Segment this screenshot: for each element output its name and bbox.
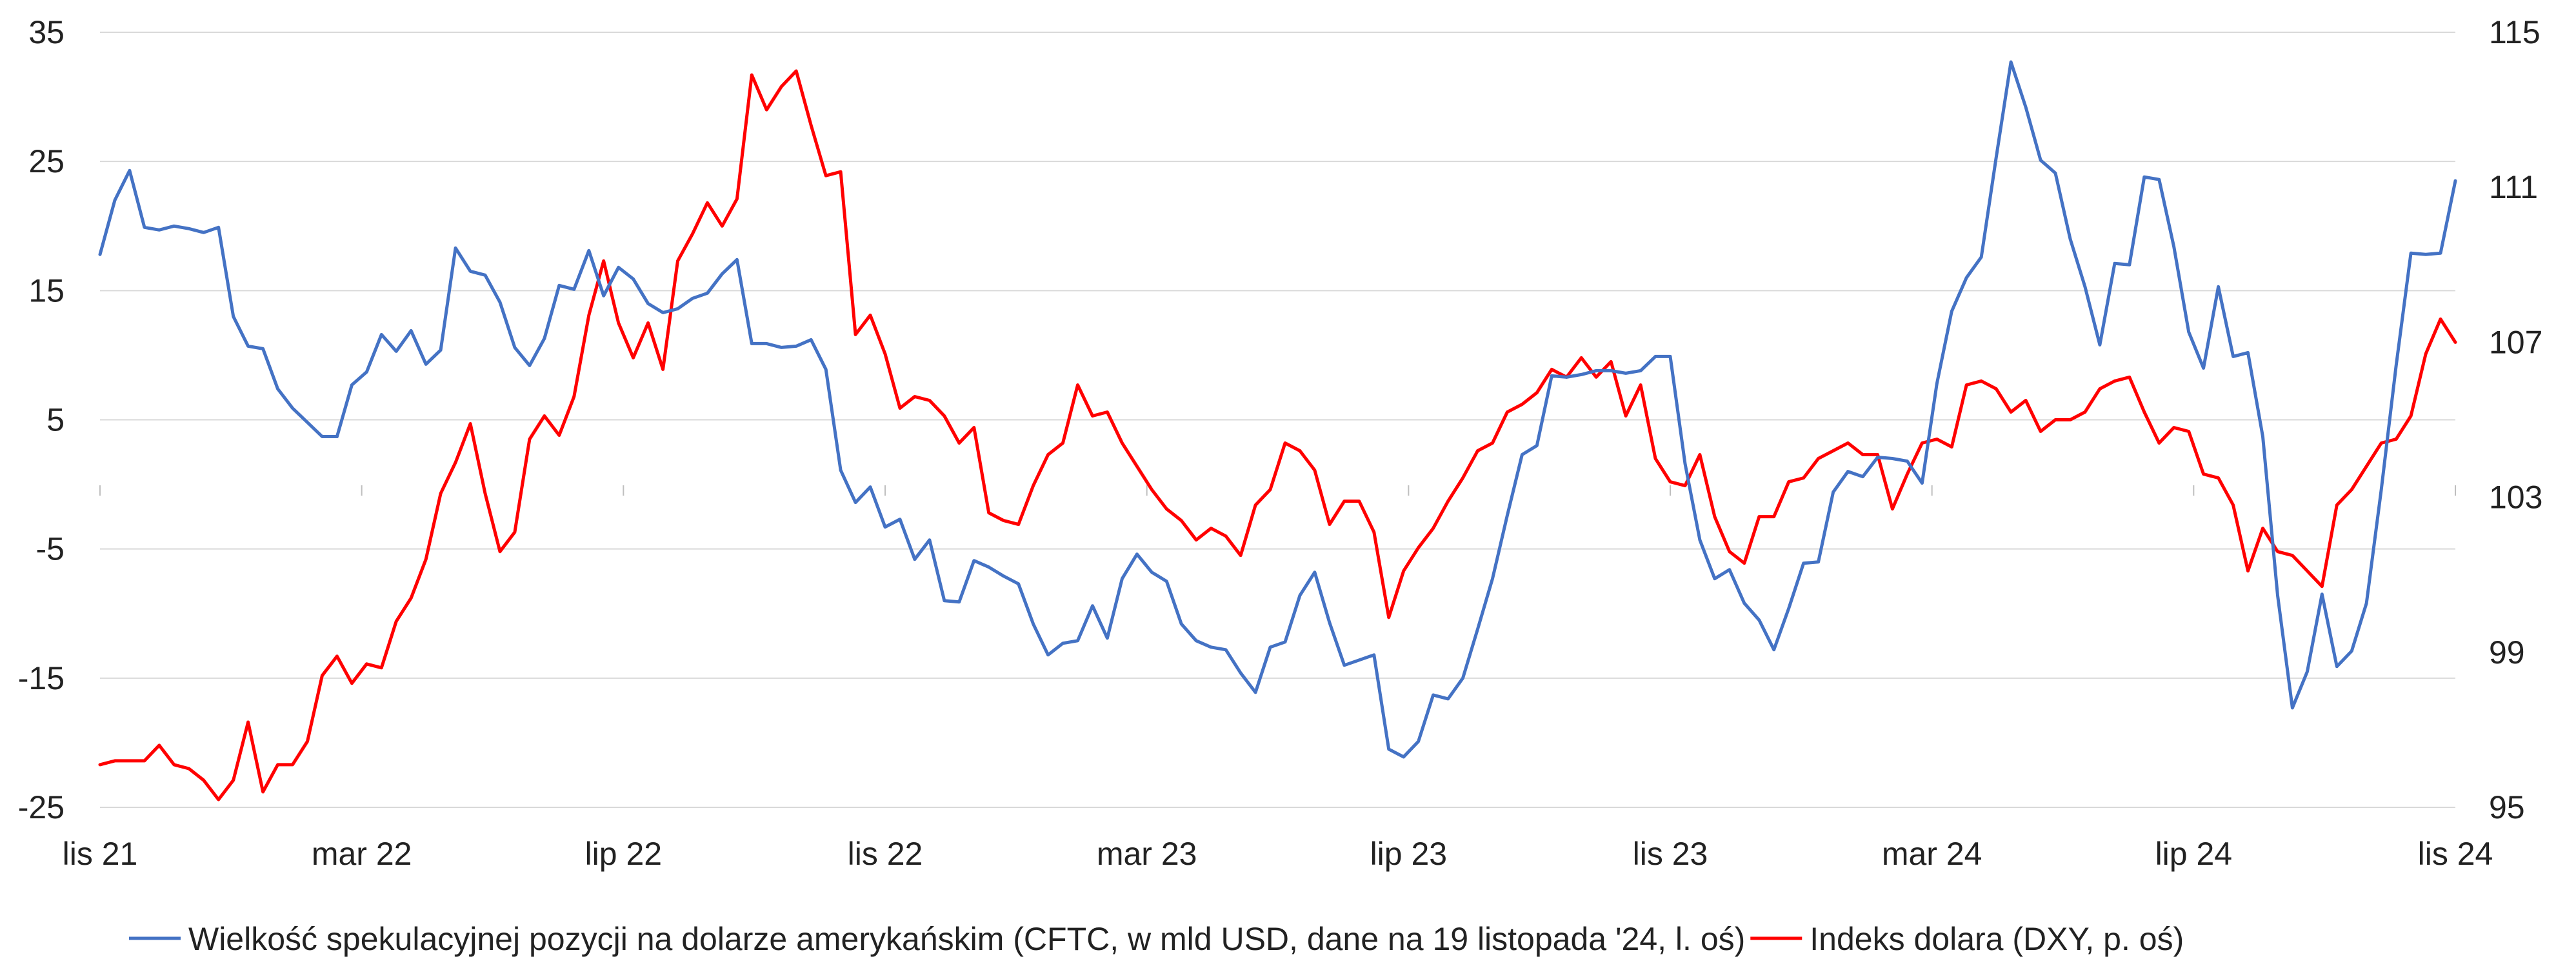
y-right-tick-label: 95	[2489, 789, 2525, 825]
x-tick-label: lip 23	[1370, 836, 1448, 872]
y-left-tick-label: -5	[36, 531, 65, 567]
x-tick-label: lis 22	[848, 836, 923, 872]
y-left-tick-label: 5	[46, 402, 65, 438]
y-left-tick-label: 35	[28, 14, 65, 50]
legend: Wielkość spekulacyjnej pozycji na dolarz…	[129, 921, 2184, 957]
x-tick-label: lip 24	[2155, 836, 2233, 872]
y-left-tick-label: -25	[18, 789, 65, 825]
y-right-tick-label: 103	[2489, 479, 2542, 516]
x-tick-label: mar 23	[1097, 836, 1197, 872]
series-line-dxy	[98, 69, 2457, 802]
y-right-tick-label: 115	[2489, 14, 2541, 50]
y-left-tick-label: -15	[18, 660, 65, 696]
x-tick-label: lis 24	[2418, 836, 2493, 872]
legend-label-dxy: Indeks dolara (DXY, p. oś)	[1810, 921, 2184, 957]
x-tick-label: lis 21	[63, 836, 138, 872]
y-left-tick-label: 15	[28, 272, 65, 308]
left-y-axis: -25 -15 -5 5 15 25 35	[18, 14, 65, 825]
legend-label-cftc: Wielkość spekulacyjnej pozycji na dolarz…	[188, 921, 1745, 957]
gridlines	[100, 32, 2455, 808]
x-axis: lis 21 mar 22 lip 22 lis 22 mar 23 lip 23 lis …	[63, 485, 2493, 872]
x-tick-label: mar 24	[1882, 836, 1982, 872]
right-y-axis: 95 99 103 107 111 115	[2489, 14, 2542, 825]
y-right-tick-label: 107	[2489, 324, 2542, 360]
series-line-cftc	[98, 60, 2457, 759]
x-tick-label: lip 22	[585, 836, 663, 872]
y-left-tick-label: 25	[28, 143, 65, 179]
x-tick-label: mar 22	[312, 836, 412, 872]
series-lines	[98, 60, 2457, 802]
y-right-tick-label: 111	[2489, 169, 2538, 205]
y-right-tick-label: 99	[2489, 634, 2525, 671]
x-tick-label: lis 23	[1633, 836, 1708, 872]
